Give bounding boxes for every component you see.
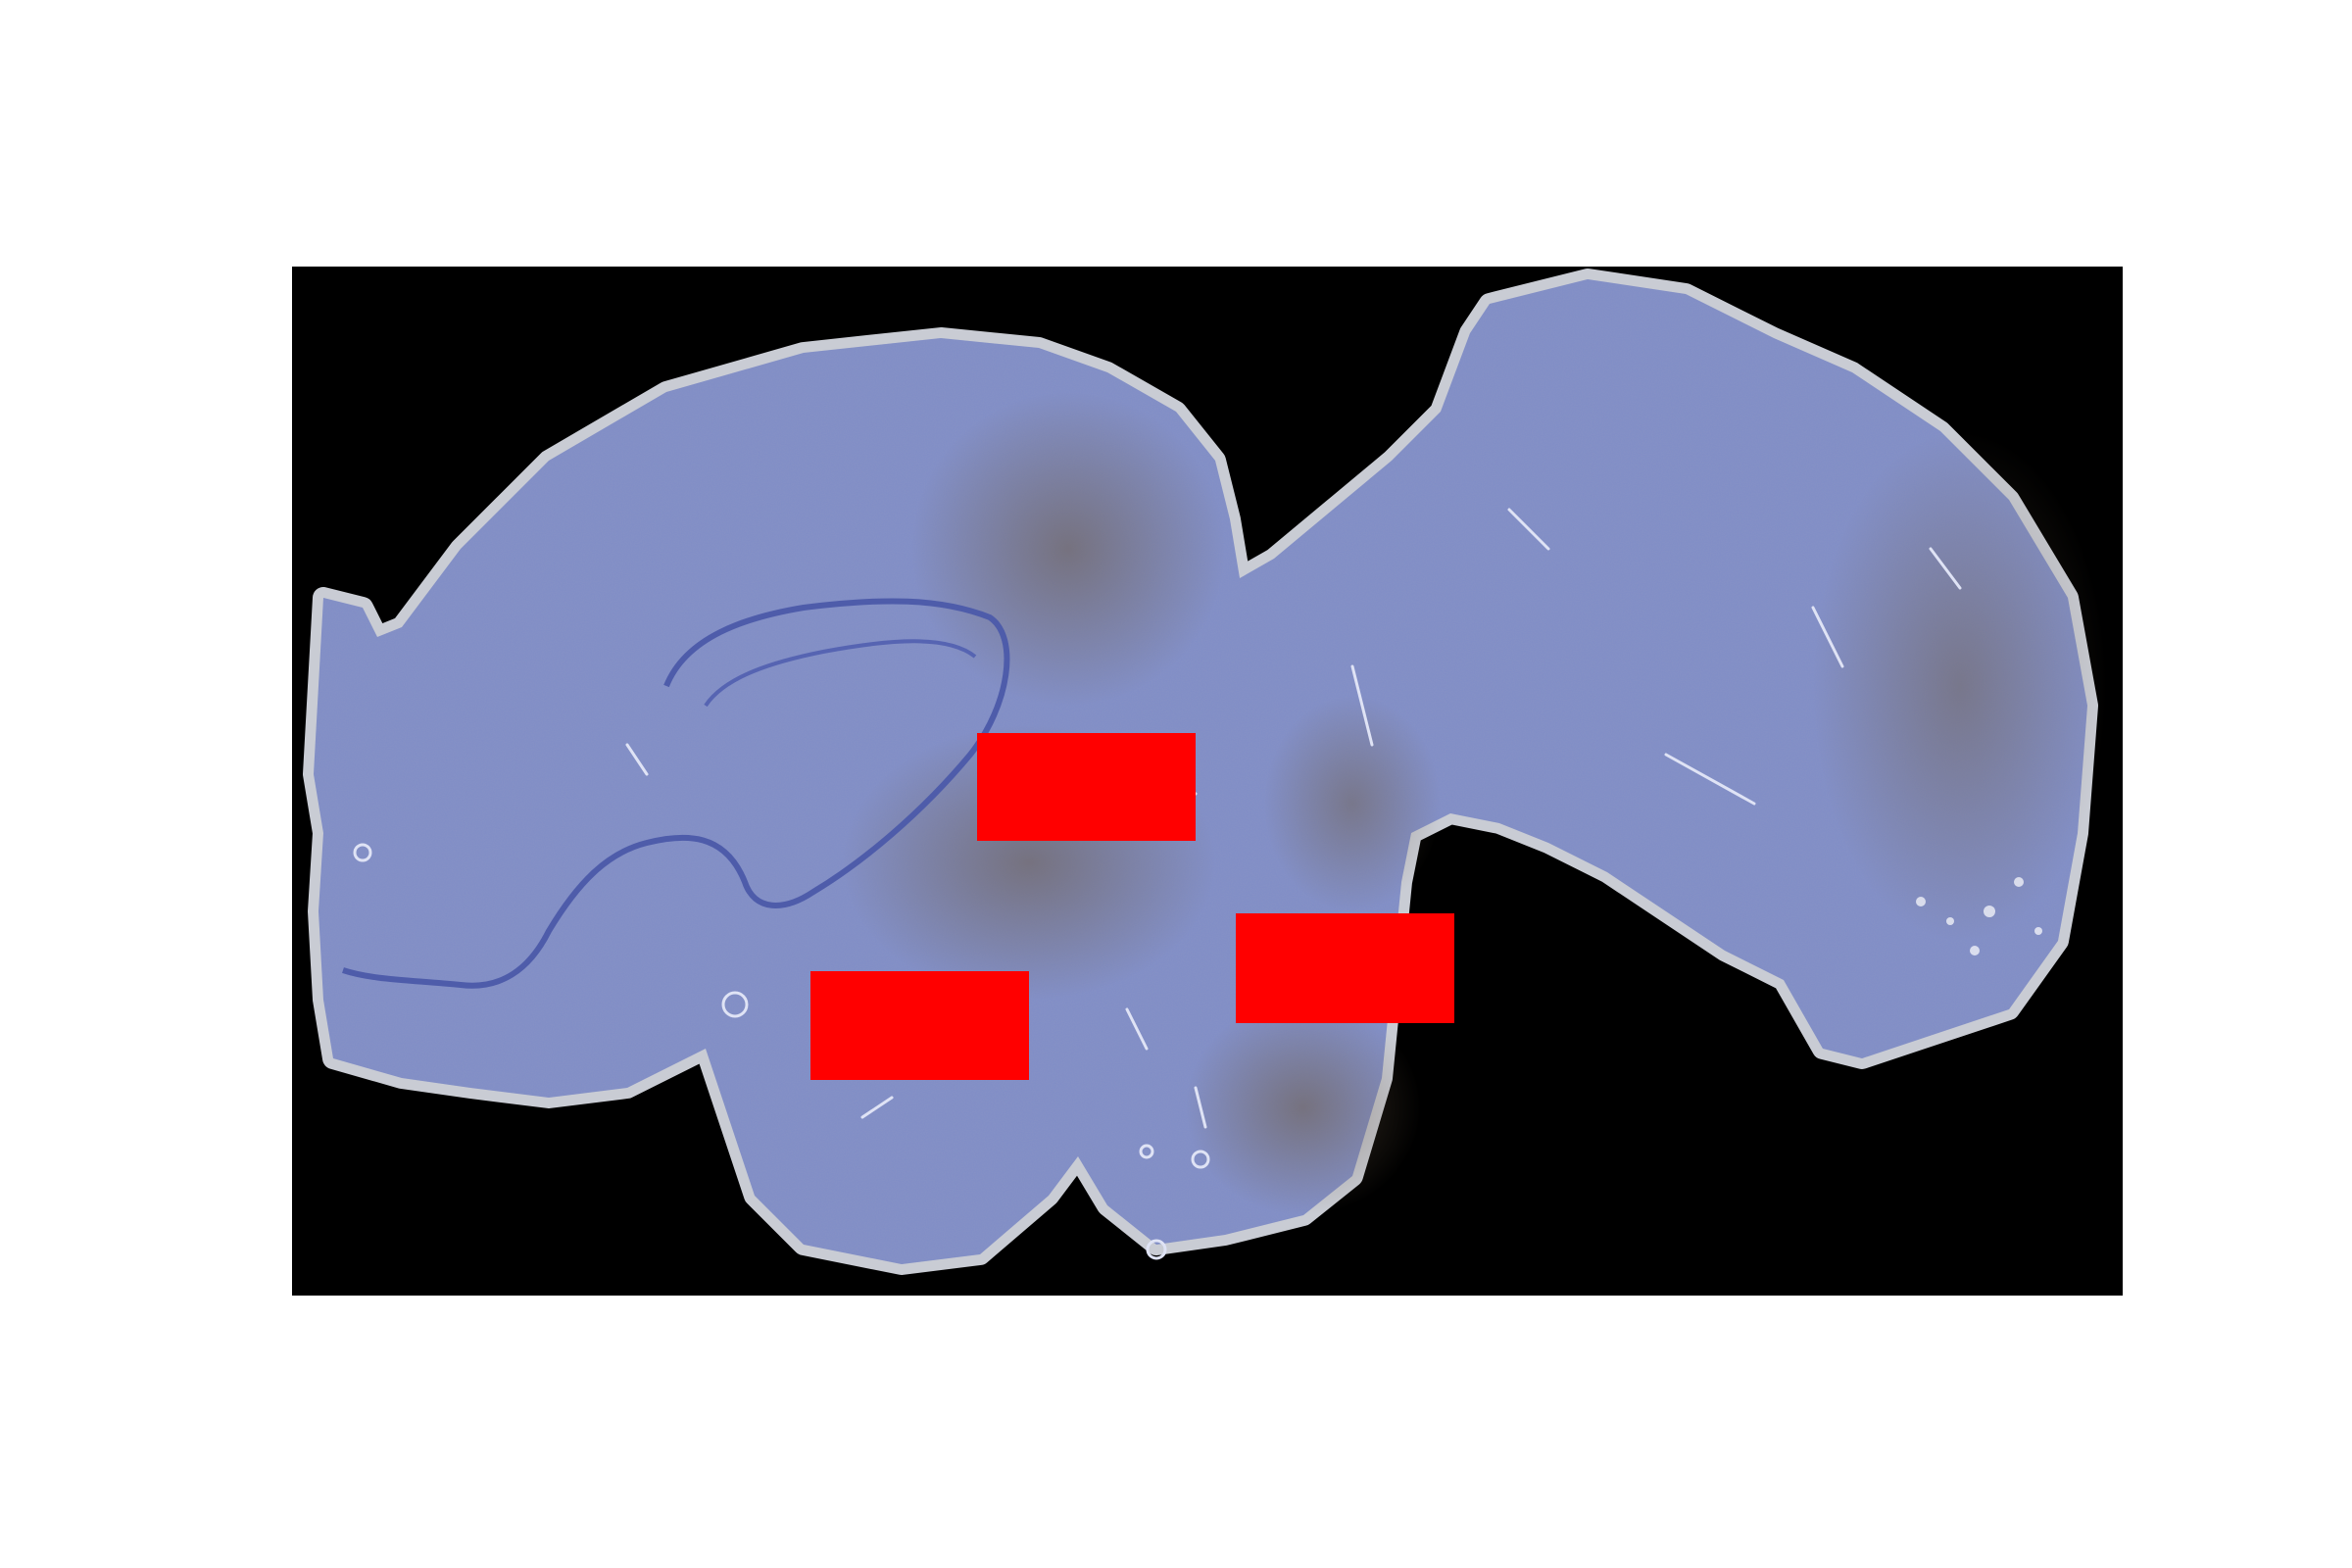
brown-stain-region (911, 392, 1225, 706)
tissue-tears (1916, 877, 2042, 956)
brown-stain-region (1813, 431, 2107, 941)
hippocampal-layer (704, 639, 977, 708)
tissue-texture (314, 279, 2087, 1264)
redaction-box (810, 971, 1029, 1080)
brown-stain-region (1186, 1000, 1421, 1215)
vessel-rings (353, 843, 1210, 1260)
redaction-box (1236, 913, 1454, 1023)
redaction-box (977, 733, 1196, 841)
hippocampal-layer (342, 598, 1010, 989)
brown-stain-region (1264, 696, 1441, 911)
